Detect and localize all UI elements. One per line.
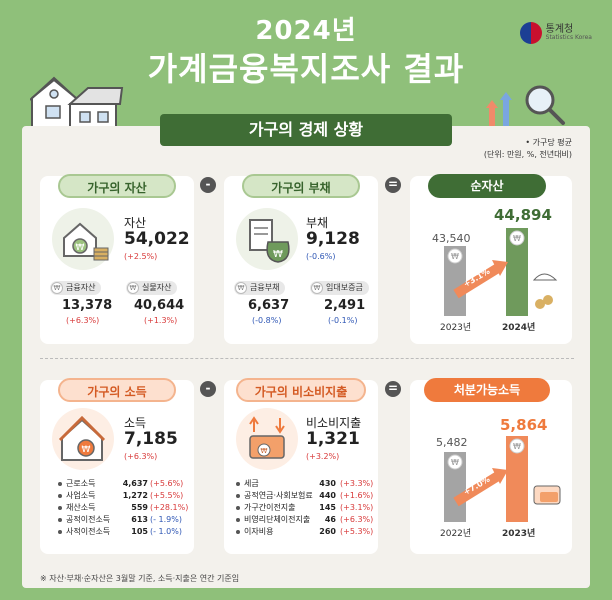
svg-text:₩: ₩ (451, 458, 459, 467)
net-assets-curr-year: 2024년 (502, 323, 536, 333)
list-item: 사적이전소득 105 (- 1.0%) (58, 526, 192, 538)
disposable-prev-year: 2022년 (440, 529, 472, 539)
svg-text:₩: ₩ (513, 234, 521, 243)
expense-change: (+3.2%) (306, 452, 340, 461)
disposable-bar-chart: ₩ ₩ +7.0% (444, 436, 561, 522)
expense-card (224, 380, 378, 554)
svg-text:₩: ₩ (451, 252, 459, 261)
net-assets-bar-2023 (444, 246, 466, 316)
org-name: 통계청 (545, 24, 574, 36)
unit-note: • 가구당 평균 (단위: 만원, %, 전년대비) (484, 137, 572, 161)
expense-breakdown-list: 세금 430 (+3.3%) 공적연금·사회보험료 440 (+1.6%) 가구간이전지… (236, 478, 376, 538)
real-assets-change: (+1.3%) (144, 316, 178, 325)
deposit-label: ₩ 임대보증금 (310, 281, 369, 295)
net-assets-bar-chart: ₩ ₩ +3.1% (444, 228, 558, 316)
list-item: 공적이전소득 613 (- 1.9%) (58, 514, 192, 526)
disposable-prev-value: 5,482 (436, 436, 468, 449)
won-glyph: ₩ (82, 445, 91, 455)
minus-operator: - (200, 177, 216, 193)
debt-label: 부채 (306, 216, 329, 230)
assets-value: 54,022 (124, 229, 190, 249)
magnifier-icon (525, 85, 565, 125)
list-item: 세금 430 (+3.3%) (236, 478, 376, 490)
won-icon: ₩ (235, 282, 247, 294)
income-value: 7,185 (124, 429, 178, 449)
list-item: 근로소득 4,637 (+5.6%) (58, 478, 192, 490)
financial-assets-label: ₩ 금융자산 (50, 281, 102, 295)
expense-pill: 가구의 비소비지출 (236, 378, 366, 402)
list-item: 사업소득 1,272 (+5.5%) (58, 490, 192, 502)
list-item: 재산소득 559 (+28.1%) (58, 502, 192, 514)
svg-text:₩: ₩ (513, 442, 521, 451)
house-icon (30, 76, 124, 130)
wallet-arrows-icon: ₩ (249, 416, 285, 459)
disposable-curr-value: 5,864 (500, 416, 548, 434)
real-assets-value: 40,644 (134, 298, 185, 313)
debt-change: (-0.6%) (306, 252, 336, 261)
net-assets-curr-value: 44,894 (494, 206, 552, 224)
list-item: 비영리단체이전지출 46 (+6.3%) (236, 514, 376, 526)
expense-value: 1,321 (306, 429, 360, 449)
won-glyph: ₩ (273, 249, 283, 260)
note-line-1: • 가구당 평균 (525, 138, 572, 147)
won-glyph: ₩ (76, 243, 85, 253)
assets-pill: 가구의 자산 (58, 174, 176, 198)
financial-debt-value: 6,637 (248, 298, 290, 313)
assets-label: 자산 (124, 216, 147, 230)
list-item: 가구간이전지출 145 (+3.1%) (236, 502, 376, 514)
financial-debt-change: (-0.8%) (252, 316, 282, 325)
deposit-change: (-0.1%) (328, 316, 358, 325)
financial-debt-label: ₩ 금융부채 (234, 281, 286, 295)
financial-assets-change: (+6.3%) (66, 316, 100, 325)
list-item: 이자비용 260 (+5.3%) (236, 526, 376, 538)
org-name-en: Statistics Korea (545, 34, 592, 42)
net-assets-card (410, 176, 572, 344)
growth-arrows-icon (486, 92, 512, 126)
income-label: 소득 (124, 416, 147, 430)
income-pill: 가구의 소득 (58, 378, 176, 402)
income-card (40, 380, 194, 554)
taegeuk-icon (519, 22, 542, 44)
debt-document-icon: ₩ (249, 219, 290, 263)
won-icon: ₩ (51, 282, 63, 294)
assets-change: (+2.5%) (124, 252, 158, 261)
equals-operator: = (385, 177, 401, 193)
debt-value: 9,128 (306, 229, 360, 249)
disposable-income-card (410, 380, 572, 554)
won-glyph: ₩ (261, 447, 268, 455)
expense-label: 비소비지출 (306, 416, 362, 430)
footnote: ※ 자산·부채·순자산은 3월말 기준, 소득·지출은 연간 기준임 (40, 574, 240, 583)
page-title: 가계금융복지조사 결과 (147, 50, 465, 88)
income-breakdown-list: 근로소득 4,637 (+5.6%) 사업소득 1,272 (+5.5%) 재산소득 55… (58, 478, 192, 538)
house-coins-icon: ₩ (63, 222, 109, 261)
net-assets-pill: 순자산 (428, 174, 546, 198)
financial-assets-value: 13,378 (62, 298, 113, 313)
minus-operator: - (200, 381, 216, 397)
disposable-income-pill: 처분가능소득 (424, 378, 550, 402)
won-icon: ₩ (311, 282, 323, 294)
statistics-korea-logo: 통계청 Statistics Korea (519, 22, 592, 44)
title-year: 2024년 (255, 16, 357, 46)
real-assets-label: ₩ 실물자산 (126, 281, 178, 295)
row-divider (40, 358, 574, 359)
equals-operator: = (385, 381, 401, 397)
net-assets-bar-2024 (506, 228, 528, 316)
debt-pill: 가구의 부채 (242, 174, 360, 198)
deposit-value: 2,491 (324, 298, 366, 313)
disposable-bar-2023 (506, 436, 528, 522)
house-income-icon: ₩ (58, 415, 106, 461)
won-icon: ₩ (127, 282, 139, 294)
disposable-curr-year: 2023년 (502, 529, 536, 539)
income-change: (+6.3%) (124, 452, 158, 461)
section-title: 가구의 경제 상황 (160, 114, 452, 146)
note-line-2: (단위: 만원, %, 전년대비) (483, 150, 572, 159)
list-item: 공적연금·사회보험료 440 (+1.6%) (236, 490, 376, 502)
net-assets-prev-value: 43,540 (432, 232, 471, 245)
net-assets-prev-year: 2023년 (440, 323, 472, 333)
